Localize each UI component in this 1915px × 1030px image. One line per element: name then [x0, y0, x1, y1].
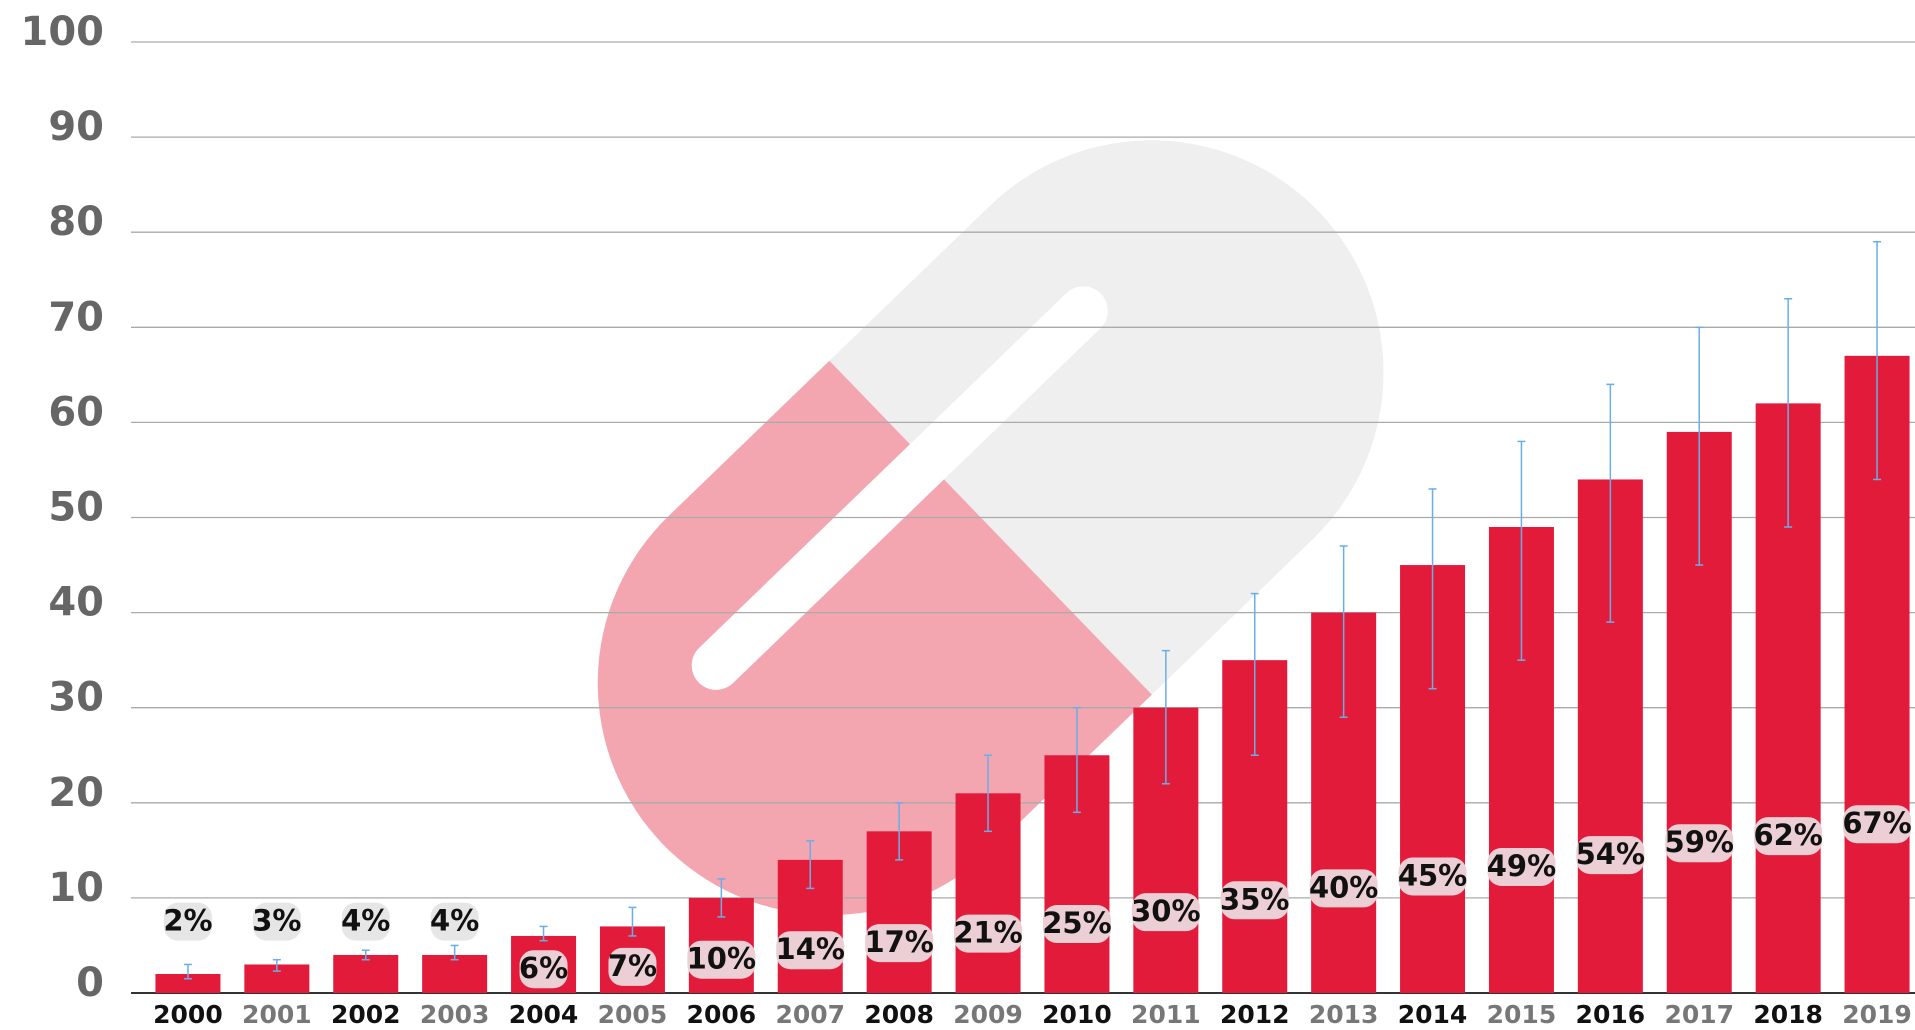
value-label-box — [341, 902, 390, 941]
x-tick-label: 2019 — [1842, 1000, 1912, 1029]
value-label: 3% — [252, 904, 301, 938]
value-label-box — [1042, 905, 1111, 944]
value-label: 62% — [1753, 818, 1822, 852]
error-bar — [628, 906, 637, 937]
error-bar — [1517, 440, 1526, 661]
value-label-box — [1576, 836, 1645, 875]
value-label: 49% — [1487, 849, 1556, 883]
value-label: 59% — [1665, 825, 1734, 859]
error-bar — [1072, 706, 1081, 814]
value-label: 25% — [1042, 906, 1111, 940]
x-tick-label: 2008 — [864, 1000, 934, 1029]
value-label: 14% — [776, 932, 845, 966]
y-tick-label: 80 — [48, 199, 104, 245]
value-label: 54% — [1576, 837, 1645, 871]
value-label-box — [865, 924, 934, 963]
value-label-box — [687, 940, 756, 979]
x-tick-label: 2016 — [1576, 1000, 1646, 1029]
value-label-box — [430, 902, 479, 941]
y-tick-label: 40 — [48, 580, 104, 626]
value-label-box — [954, 914, 1023, 953]
error-bar — [1873, 240, 1882, 481]
value-label-box — [1665, 824, 1734, 863]
value-label: 4% — [341, 904, 390, 938]
x-tick-label: 2010 — [1042, 1000, 1112, 1029]
bar — [155, 973, 221, 993]
x-tick-label: 2004 — [509, 1000, 579, 1029]
value-label-box — [1487, 847, 1556, 886]
value-label: 6% — [519, 951, 568, 985]
value-label: 30% — [1131, 894, 1200, 928]
x-tick-label: 2018 — [1753, 1000, 1823, 1029]
x-tick-label: 2001 — [242, 1000, 312, 1029]
value-label-box — [1843, 805, 1912, 844]
x-tick-label: 2013 — [1309, 1000, 1379, 1029]
value-label: 35% — [1220, 882, 1289, 916]
value-label-box — [1309, 869, 1378, 908]
x-tick-label: 2011 — [1131, 1000, 1201, 1029]
error-bar — [1339, 545, 1348, 718]
value-label: 45% — [1398, 859, 1467, 893]
error-bar — [717, 878, 726, 918]
value-label-box — [776, 931, 845, 970]
error-bar — [1606, 383, 1615, 623]
y-tick-label: 90 — [48, 104, 104, 150]
x-tick-label: 2005 — [598, 1000, 668, 1029]
pill-watermark — [597, 140, 1384, 916]
value-label: 67% — [1842, 806, 1911, 840]
x-tick-label: 2000 — [153, 1000, 223, 1029]
value-label: 40% — [1309, 870, 1378, 904]
value-label: 2% — [163, 904, 212, 938]
value-label: 4% — [430, 904, 479, 938]
error-bar — [361, 949, 370, 961]
y-tick-label: 60 — [48, 389, 104, 435]
y-tick-label: 30 — [48, 675, 104, 721]
value-label-box — [163, 902, 212, 941]
error-bar — [183, 963, 192, 980]
value-label: 17% — [864, 925, 933, 959]
x-tick-label: 2002 — [331, 1000, 401, 1029]
y-tick-label: 0 — [76, 960, 104, 1006]
x-tick-label: 2014 — [1398, 1000, 1468, 1029]
x-tick-label: 2006 — [687, 1000, 757, 1029]
error-bar — [1784, 298, 1793, 528]
bar — [422, 954, 488, 993]
x-tick-label: 2009 — [953, 1000, 1023, 1029]
error-bar — [1250, 592, 1259, 756]
value-label-box — [252, 902, 301, 941]
y-tick-label: 20 — [48, 770, 104, 816]
value-label: 10% — [687, 942, 756, 976]
error-bar — [984, 754, 993, 833]
y-tick-label: 10 — [48, 865, 104, 911]
error-bar — [539, 925, 548, 942]
y-tick-label: 100 — [21, 9, 105, 55]
x-tick-label: 2015 — [1487, 1000, 1557, 1029]
x-tick-label: 2012 — [1220, 1000, 1290, 1029]
error-bar — [1428, 488, 1437, 690]
value-label-box — [519, 950, 568, 989]
error-bar — [895, 802, 904, 861]
x-tick-label: 2003 — [420, 1000, 490, 1029]
error-bar — [272, 958, 281, 972]
value-label-box — [1398, 857, 1467, 896]
value-label: 7% — [608, 949, 657, 983]
bar — [333, 954, 399, 993]
value-label-box — [1131, 893, 1200, 932]
value-label-box — [1220, 881, 1289, 920]
value-label: 21% — [953, 916, 1022, 950]
y-tick-label: 70 — [48, 294, 104, 340]
y-tick-label: 50 — [48, 485, 104, 531]
value-label-box — [608, 947, 657, 986]
value-label-box — [1754, 817, 1823, 856]
error-bar — [1695, 326, 1704, 566]
error-bar — [806, 840, 815, 890]
error-bar — [1161, 649, 1170, 785]
x-tick-label: 2017 — [1664, 1000, 1734, 1029]
x-tick-label: 2007 — [775, 1000, 845, 1029]
error-bar — [450, 944, 459, 961]
